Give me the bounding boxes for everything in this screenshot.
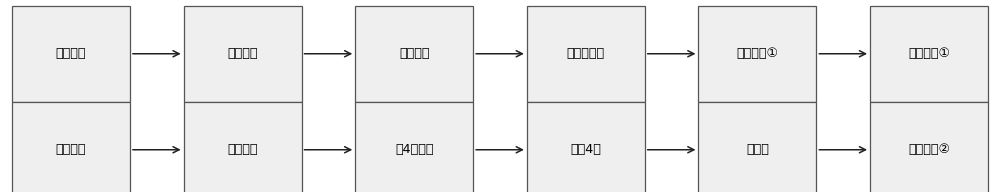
FancyBboxPatch shape xyxy=(355,6,473,102)
FancyBboxPatch shape xyxy=(184,6,302,102)
FancyBboxPatch shape xyxy=(698,6,816,102)
FancyBboxPatch shape xyxy=(527,6,645,102)
Text: 电池入盒: 电池入盒 xyxy=(227,47,258,60)
Text: 工装盒上线: 工装盒上线 xyxy=(567,47,605,60)
FancyBboxPatch shape xyxy=(870,102,988,192)
Text: 电池扫码: 电池扫码 xyxy=(399,47,429,60)
FancyBboxPatch shape xyxy=(698,102,816,192)
FancyBboxPatch shape xyxy=(12,6,130,102)
Text: 并联充电②: 并联充电② xyxy=(908,143,950,156)
Text: 测电压: 测电压 xyxy=(746,143,769,156)
FancyBboxPatch shape xyxy=(355,102,473,192)
FancyBboxPatch shape xyxy=(12,102,130,192)
Text: 电池初选: 电池初选 xyxy=(56,47,86,60)
Text: 数据配组: 数据配组 xyxy=(56,143,86,156)
Text: 串联放电: 串联放电 xyxy=(227,143,258,156)
FancyBboxPatch shape xyxy=(870,6,988,102)
FancyBboxPatch shape xyxy=(527,102,645,192)
Text: 测4天电压: 测4天电压 xyxy=(395,143,433,156)
FancyBboxPatch shape xyxy=(184,102,302,192)
Text: 并联充电①: 并联充电① xyxy=(908,47,950,60)
Text: 搞置4天: 搞置4天 xyxy=(570,143,601,156)
Text: 串联充电①: 串联充电① xyxy=(736,47,778,60)
